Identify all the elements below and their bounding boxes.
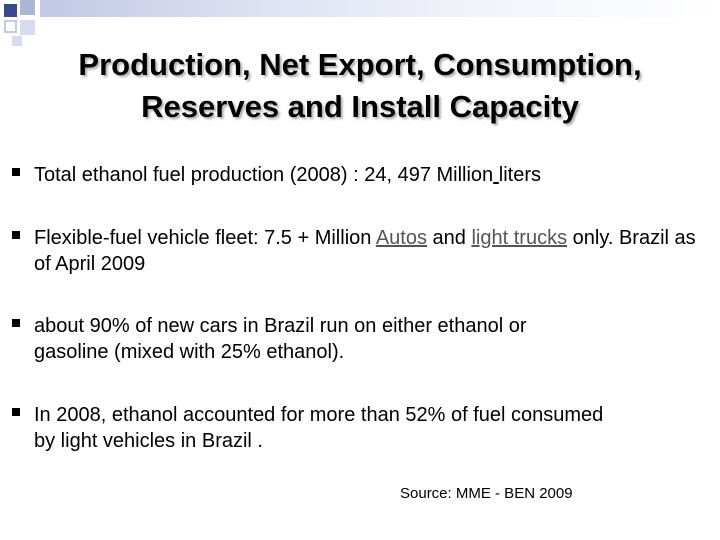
square-bullet-icon <box>12 168 20 176</box>
bullet-text-line2: gasoline (mixed with 25% ethanol). <box>34 341 345 363</box>
slide-title: Production, Net Export, Consumption, Res… <box>0 44 720 128</box>
slide-title-line1: Production, Net Export, Consumption, <box>78 47 642 82</box>
square-bullet-icon <box>12 319 20 327</box>
light-trucks-link[interactable]: light trucks <box>471 227 568 249</box>
slide-title-line2: Reserves and Install Capacity <box>141 89 579 124</box>
bullet-text-post: only. Brazil as of April 2009 <box>34 227 696 275</box>
source-citation: Source: MME - BEN 2009 <box>400 485 573 502</box>
bullet-text-line1: In 2008, ethanol accounted for more than… <box>34 404 604 426</box>
bullet-text-post: liters <box>498 164 541 186</box>
decor-square-outline <box>4 20 17 33</box>
square-bullet-icon <box>12 408 20 416</box>
bullet-text-line1: about 90% of new cars in Brazil run on e… <box>34 315 527 337</box>
bullet-text-line2: by light vehicles in Brazil . <box>34 430 263 452</box>
square-bullet-icon <box>12 231 20 239</box>
decor-square-small <box>12 36 22 46</box>
bullet-text: In 2008, ethanol accounted for more than… <box>34 402 714 454</box>
bullet-text: about 90% of new cars in Brazil run on e… <box>34 313 714 365</box>
decor-square-dark <box>4 4 17 17</box>
autos-link[interactable]: Autos <box>375 227 427 249</box>
decor-square-mid <box>20 0 35 15</box>
decor-square-light <box>20 20 35 35</box>
bullet-text-mid: and <box>427 227 472 249</box>
bullet-text: Total ethanol fuel production (2008) : 2… <box>34 162 714 188</box>
bullet-text: Flexible-fuel vehicle fleet: 7.5 + Milli… <box>34 225 714 277</box>
bullet-text-pre: Total ethanol fuel production (2008) : 2… <box>34 164 494 186</box>
header-gradient-band <box>40 0 720 17</box>
bullet-text-pre: Flexible-fuel vehicle fleet: 7.5 + Milli… <box>34 227 376 249</box>
